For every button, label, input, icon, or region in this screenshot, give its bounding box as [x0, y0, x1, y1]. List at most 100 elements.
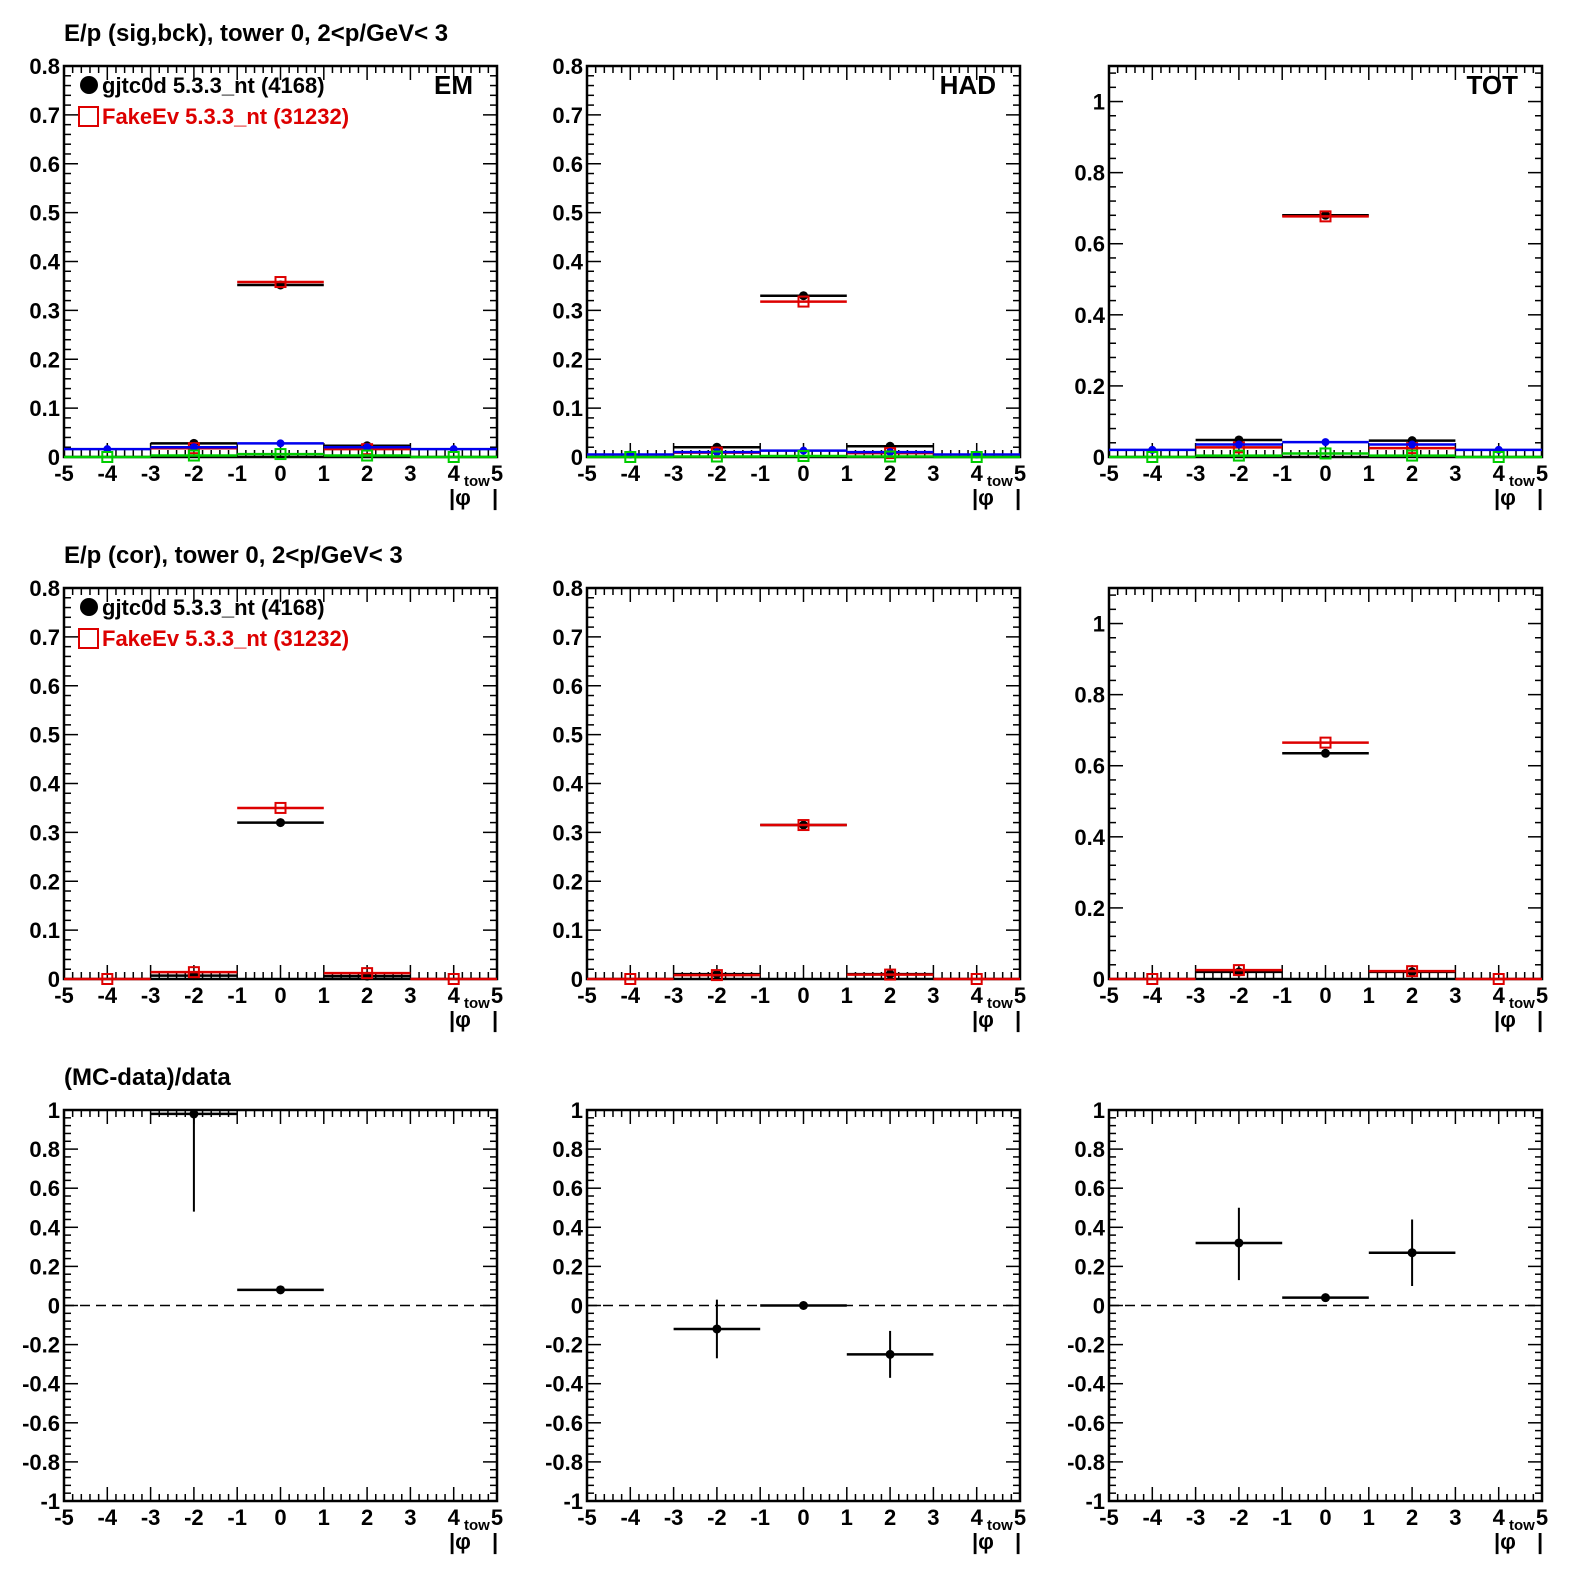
- panel-0-0-blue-marker: [363, 443, 372, 452]
- panel-0-2-xtick-label: 4: [1493, 461, 1506, 486]
- panel-1-1-xlabel-end: |: [1015, 1007, 1021, 1032]
- panel-0-0-xtick-label: 3: [404, 461, 416, 486]
- panel-1-1-xtick-label: 5: [1014, 983, 1026, 1008]
- panel-0-1-xlabel: |φ: [972, 485, 994, 510]
- panel-2-2-ytick-label: -0.8: [1067, 1450, 1105, 1475]
- panel-2-1-ytick-label: 0.4: [552, 1215, 583, 1240]
- panel-2-1-xtick-label: -3: [664, 1505, 684, 1530]
- panel-1-2-xtick-label: 2: [1406, 983, 1418, 1008]
- panel-0-1-ytick-label: 0.3: [552, 298, 583, 323]
- panel-1-2-ytick-label: 0.2: [1074, 896, 1105, 921]
- panel-2-0-ytick-label: -0.6: [22, 1411, 60, 1436]
- panel-1-2-xlabel-end: |: [1537, 1007, 1543, 1032]
- panel-2-0-xtick-label: -1: [227, 1505, 247, 1530]
- panel-0-2-blue-marker: [1234, 440, 1243, 449]
- panel-0-0-green-marker: [101, 451, 114, 463]
- panel-2-2-ytick-label: 0.4: [1074, 1215, 1105, 1240]
- panel-0-2-xtick-label: 3: [1449, 461, 1461, 486]
- panel-1-0-data-marker: [276, 818, 285, 828]
- panel-0-1-xtick-label: 5: [1014, 461, 1026, 486]
- panel-2-1-ratio-marker: [885, 1349, 895, 1359]
- panel-0-2-xtick-label: -3: [1186, 461, 1206, 486]
- panel-0-0-ytick-label: 0.3: [29, 298, 60, 323]
- panel-2-0-xtick-label: 4: [448, 1505, 461, 1530]
- panel-2-0-ytick-label: -0.4: [22, 1372, 61, 1397]
- panel-0-2-green-marker: [1232, 449, 1245, 462]
- panel-0-0-xlabel: |φ: [449, 485, 471, 510]
- panel-1-0-legend-marker-data: [80, 598, 98, 616]
- panel-0-0-xtick-label: -5: [54, 461, 74, 486]
- panel-1-0-xtick-label: 1: [318, 983, 330, 1008]
- panel-0-1-ytick-label: 0.5: [552, 201, 583, 226]
- panel-2-2-ytick-label: 0.8: [1074, 1137, 1105, 1162]
- panel-0-0-xtick-label: 4: [448, 461, 461, 486]
- panel-0-0-green-marker: [274, 448, 287, 461]
- panel-2-0-xtick-label: -4: [98, 1505, 118, 1530]
- panel-0-1-green-marker: [884, 450, 897, 463]
- panel-0-0-xtick-label: 0: [274, 461, 286, 486]
- panel-2-1-ytick-label: -0.8: [545, 1450, 583, 1475]
- panel-2-0-xtick-label: 3: [404, 1505, 416, 1530]
- panel-2-1-ytick-label: 0.8: [552, 1137, 583, 1162]
- panel-2-2-ytick-label: -1: [1085, 1489, 1105, 1514]
- panel-1-1-xtick-label: -3: [664, 983, 684, 1008]
- panel-1-0-ytick-label: 0: [48, 967, 60, 992]
- panel-2-0-ytick-label: 0.8: [29, 1137, 60, 1162]
- panel-0-2-xtick-label: 1: [1363, 461, 1375, 486]
- panel-2-1-ytick-label: 0.6: [552, 1176, 583, 1201]
- panel-0-2-ytick-label: 0.8: [1074, 161, 1105, 186]
- panel-1-2-mc-marker: [1406, 965, 1419, 978]
- panel-0-1-xtick-label: 2: [884, 461, 896, 486]
- panel-2-2-ytick-label: -0.6: [1067, 1411, 1105, 1436]
- panel-2-1-ytick-label: -0.4: [545, 1372, 584, 1397]
- panel-1-0-xlabel: |φ: [449, 1007, 471, 1032]
- panel-0-0-legend-label: FakeEv 5.3.3_nt (31232): [102, 104, 349, 129]
- panel-0-1-xlabel-end: |: [1015, 485, 1021, 510]
- row-title-corrected: E/p (cor), tower 0, 2<p/GeV< 3: [64, 542, 403, 569]
- panel-2-2-ytick-label: 0: [1093, 1294, 1105, 1319]
- panel-1-2-xtick-label: 5: [1536, 983, 1548, 1008]
- panel-1-1-ytick-label: 0: [571, 967, 583, 992]
- panel-0-1-xtick-label: 1: [841, 461, 853, 486]
- panel-0-0-ytick-label: 0.2: [29, 347, 60, 372]
- panel-1-2-data-marker: [1321, 748, 1330, 758]
- panel-0-1-xtick-label: 4: [971, 461, 984, 486]
- panel-1-0-xtick-label: -3: [141, 983, 161, 1008]
- panel-0-2-xtick-label: 0: [1319, 461, 1331, 486]
- panel-0-0-mc-marker: [274, 276, 287, 289]
- panel-0-0-xtick-label: 5: [491, 461, 503, 486]
- panel-1-0-legend-marker-mc: [78, 628, 99, 649]
- panel-2-2-xtick-label: -5: [1099, 1505, 1119, 1530]
- panel-1-0-legend-label: FakeEv 5.3.3_nt (31232): [102, 626, 349, 651]
- panel-2-1-xlabel: |φ: [972, 1529, 994, 1554]
- panel-1-1-ytick-label: 0.7: [552, 625, 583, 650]
- panel-1-0-xtick-label: 2: [361, 983, 373, 1008]
- panel-0-0-xtick-label: -2: [184, 461, 204, 486]
- panel-0-2-xlabel: |φ: [1494, 485, 1516, 510]
- panel-1-0-legend-label: gjtc0d 5.3.3_nt (4168): [102, 595, 325, 620]
- panel-1-1-xtick-label: 1: [841, 983, 853, 1008]
- panel-1-2-xtick-label: 3: [1449, 983, 1461, 1008]
- panel-1-1-mc-marker: [970, 973, 983, 985]
- panel-0-2-ytick-label: 1: [1093, 90, 1105, 115]
- panel-0-1-ytick-label: 0.4: [552, 250, 583, 275]
- panel-0-1-frame: [585, 64, 1022, 459]
- panel-1-1-ytick-label: 0.4: [552, 772, 583, 797]
- panel-2-0-xtick-label: -5: [54, 1505, 74, 1530]
- panel-2-2-xlabel-end: |: [1537, 1529, 1543, 1554]
- panel-0-0-blue-marker: [276, 439, 285, 448]
- panel-0-2-frame: [1107, 64, 1544, 459]
- panel-0-1-ytick-label: 0.2: [552, 347, 583, 372]
- panel-1-2-mc-marker: [1232, 964, 1245, 977]
- panel-2-1-ytick-label: 0.2: [552, 1254, 583, 1279]
- panel-2-2-xlabel-sub: tow: [1509, 1517, 1535, 1534]
- panel-0-0-legend-marker-data: [80, 76, 98, 94]
- panel-1-2-mc-marker: [1319, 736, 1332, 749]
- panel-1-1-ytick-label: 0.8: [552, 576, 583, 601]
- panel-1-1-mc-marker: [710, 969, 723, 982]
- panel-1-0-ytick-label: 0.6: [29, 674, 60, 699]
- panel-1-1-xtick-label: -1: [750, 983, 770, 1008]
- panel-2-0-ytick-label: -1: [40, 1489, 60, 1514]
- panel-0-1-xtick-label: 3: [927, 461, 939, 486]
- panel-2-0-xtick-label: 1: [318, 1505, 330, 1530]
